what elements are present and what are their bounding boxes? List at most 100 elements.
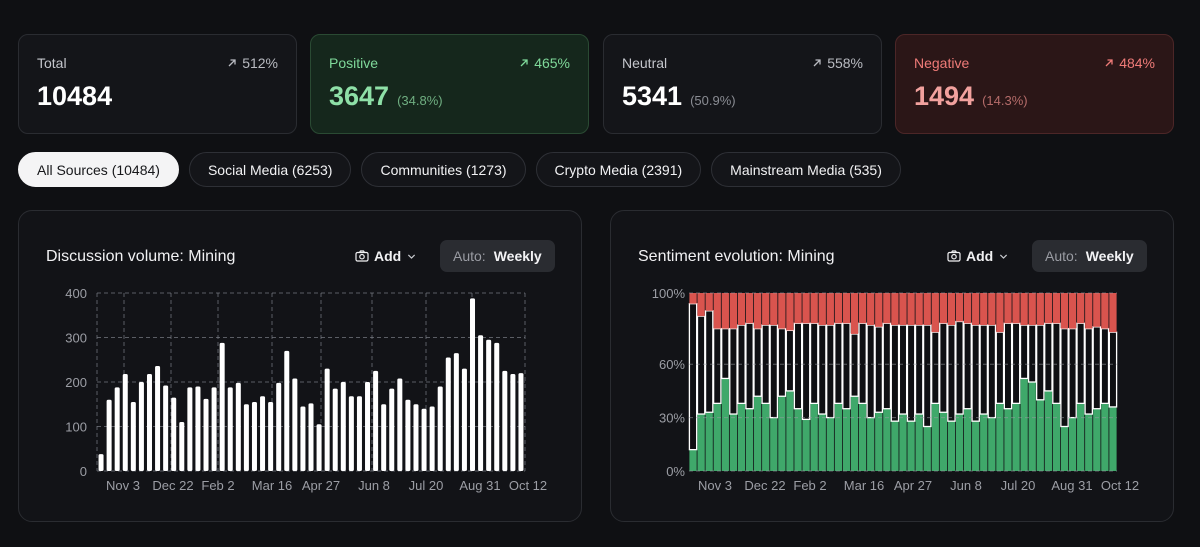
sentiment-bar-negative [713, 293, 721, 329]
sentiment-add-button[interactable]: Add [947, 248, 1009, 264]
volume-chart: 0 100 200 300 400 Nov 3 Dec 22 Feb 2 Mar 16 Apr 2… [65, 286, 547, 493]
volume-bar [518, 373, 524, 471]
sentiment-bar-positive [1060, 426, 1069, 471]
sentiment-bar-positive [858, 403, 867, 471]
sentiment-bar-negative [770, 293, 778, 326]
sentiment-bar-positive [1044, 390, 1052, 471]
x-tick-label: Aug 31 [459, 478, 500, 493]
volume-bar [98, 454, 104, 471]
volume-bar [413, 404, 419, 471]
volume-bar [235, 382, 241, 471]
sentiment-bar-positive [1085, 414, 1093, 471]
volume-bar [260, 396, 266, 471]
stat-pct-negative: (14.3%) [982, 93, 1028, 108]
sentiment-bar-negative [786, 293, 794, 331]
sentiment-bar-negative [915, 293, 923, 326]
sentiment-bar-neutral [850, 333, 859, 397]
volume-bar [316, 424, 322, 471]
sentiment-bar-positive [980, 414, 988, 471]
sentiment-bar-positive [963, 408, 972, 471]
volume-interval-select[interactable]: Auto: Weekly [440, 240, 555, 272]
y-tick-label: 100 [65, 420, 87, 435]
volume-bar [486, 339, 492, 471]
sentiment-bar-positive [810, 403, 818, 471]
sentiment-bar-negative [1093, 293, 1101, 327]
volume-add-button[interactable]: Add [355, 248, 417, 264]
arrow-up-right-icon [228, 59, 236, 67]
camera-icon [947, 250, 961, 262]
volume-bar [381, 404, 387, 471]
sentiment-bar-negative [939, 293, 948, 324]
volume-bar [187, 387, 193, 471]
sentiment-bar-neutral [834, 322, 843, 405]
sentiment-panel: Sentiment evolution: Mining Add Auto: We… [610, 210, 1174, 522]
filter-crypto-media[interactable]: Crypto Media (2391) [535, 152, 702, 187]
stat-pct-positive: (34.8%) [397, 93, 443, 108]
stat-value-neutral: 5341 [622, 81, 683, 111]
sentiment-bar-negative [1068, 293, 1077, 329]
sentiment-bar-positive [883, 408, 891, 471]
volume-bar [373, 370, 379, 471]
x-tick-label: Mar 16 [252, 478, 292, 493]
stat-label-positive: Positive [329, 55, 379, 71]
sentiment-bar-neutral [704, 310, 714, 413]
sentiment-bar-negative [1020, 293, 1028, 326]
sentiment-bar-negative [762, 293, 770, 326]
filter-social-media[interactable]: Social Media (6253) [188, 152, 352, 187]
sentiment-bar-positive [778, 396, 786, 471]
volume-bar [470, 298, 476, 471]
sentiment-interval-select[interactable]: Auto: Weekly [1032, 240, 1147, 272]
sentiment-bar-positive [770, 417, 778, 471]
filter-communities[interactable]: Communities (1273) [361, 152, 526, 187]
sentiment-bar-positive [850, 396, 859, 471]
x-tick-label: Jun 8 [358, 478, 390, 493]
sentiment-bar-positive [745, 408, 754, 471]
sentiment-bar-negative [1109, 293, 1117, 333]
x-tick-label: Mar 16 [844, 478, 884, 493]
volume-bar [292, 378, 298, 471]
sentiment-bar-neutral [979, 324, 989, 415]
sentiment-bar-negative [899, 293, 907, 326]
sentiment-bar-neutral [1011, 322, 1021, 405]
sentiment-bar-neutral [1035, 324, 1045, 401]
x-tick-label: Jun 8 [950, 478, 982, 493]
stat-label-negative: Negative [914, 55, 970, 71]
volume-bar [195, 386, 201, 471]
stat-value-negative: 1494 [914, 81, 975, 111]
sentiment-bar-neutral [1068, 327, 1077, 419]
x-tick-label: Apr 27 [894, 478, 932, 493]
y-tick-label: 400 [65, 286, 87, 301]
filter-all-sources[interactable]: All Sources (10484) [18, 152, 179, 187]
x-tick-label: Dec 22 [744, 478, 785, 493]
stat-value-total: 10484 [37, 81, 113, 111]
sentiment-bar-negative [834, 293, 843, 324]
sentiment-bar-positive [705, 412, 713, 471]
sentiment-bar-positive [923, 426, 931, 471]
camera-icon [355, 250, 369, 262]
sentiment-bar-positive [842, 408, 851, 471]
stat-card-total: Total 512% 10484 [18, 34, 297, 134]
sentiment-bar-negative [947, 293, 956, 326]
volume-bar [155, 365, 161, 471]
volume-bar [114, 387, 120, 471]
sentiment-bar-negative [721, 293, 729, 329]
sentiment-bar-negative [850, 293, 859, 334]
sentiment-bar-neutral [817, 324, 827, 415]
sentiment-bar-negative [826, 293, 834, 326]
sentiment-bar-negative [923, 293, 931, 326]
volume-bar [405, 399, 411, 471]
sentiment-bar-neutral [745, 322, 754, 410]
sentiment-bar-negative [1044, 293, 1052, 324]
sentiment-bar-negative [955, 293, 964, 322]
sentiment-bar-neutral [769, 324, 779, 419]
sentiment-bar-positive [794, 408, 802, 471]
sentiment-bar-positive [1068, 417, 1077, 471]
filter-mainstream-media[interactable]: Mainstream Media (535) [711, 152, 901, 187]
source-filters: All Sources (10484) Social Media (6253) … [18, 152, 901, 187]
stat-card-negative: Negative 484% 1494 (14.3%) [895, 34, 1174, 134]
sentiment-bar-negative [963, 293, 972, 324]
sentiment-bar-negative [1028, 293, 1036, 326]
volume-bar [365, 382, 371, 471]
volume-bar [348, 396, 354, 471]
y-tick-label: 200 [65, 375, 87, 390]
